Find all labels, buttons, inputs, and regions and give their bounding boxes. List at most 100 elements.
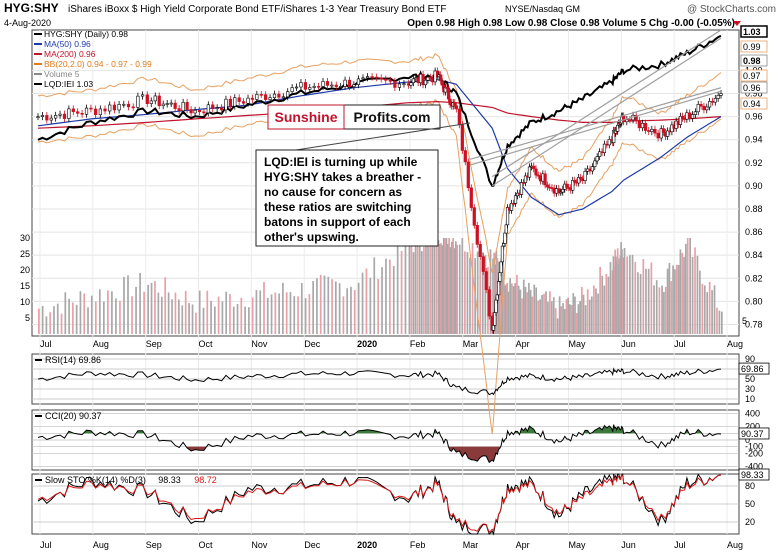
chart-watermark: @ StockCharts.com	[687, 4, 776, 15]
candle-body	[94, 108, 98, 116]
x-axis-main: Jul Aug Sep Oct Nov Dec 2020 Feb Mar Apr May Jun Jul…	[40, 339, 743, 349]
candle-body	[659, 128, 663, 139]
candle-body	[370, 76, 374, 78]
price-tick-label: 0.98	[745, 89, 763, 99]
volume-bar	[346, 288, 349, 334]
volume-bar	[507, 291, 510, 334]
volume-bar	[574, 296, 576, 334]
volume-bar	[711, 290, 713, 334]
price-tick-label: 0.82	[745, 273, 763, 283]
candle-body	[561, 188, 565, 193]
candle-body	[347, 79, 352, 87]
candle-body	[463, 150, 467, 163]
volume-bar	[689, 238, 691, 334]
volume-bar	[414, 238, 417, 334]
volume-bar	[103, 301, 105, 334]
value-tag-box	[740, 25, 768, 38]
volume-bar	[111, 291, 113, 334]
volume-bar	[666, 268, 669, 334]
volume-bar	[259, 290, 262, 334]
volume-bar	[49, 312, 52, 334]
indicator-tick-label: 50	[745, 499, 755, 509]
candle-body	[299, 82, 303, 88]
indicator-value-box	[738, 468, 770, 481]
candle-body	[89, 107, 93, 110]
volume-bar	[494, 264, 497, 334]
volume-bar	[191, 304, 194, 334]
volume-bar	[418, 245, 421, 334]
volume-bar	[701, 283, 704, 334]
candle-body	[219, 107, 224, 111]
trendline	[491, 29, 722, 178]
volume-bar	[615, 260, 618, 334]
volume-bar	[210, 300, 212, 334]
volume-bar	[595, 288, 597, 334]
indicator-tick-label: 0	[745, 435, 750, 445]
volume-bar	[453, 248, 456, 334]
volume-bar	[524, 286, 527, 334]
volume-bar	[41, 305, 44, 334]
volume-bar	[550, 301, 553, 334]
candle-body	[440, 80, 444, 86]
volume-bar	[365, 268, 368, 334]
candle-body	[536, 174, 540, 177]
candle-body	[145, 94, 149, 104]
volume-bar	[300, 282, 303, 334]
volume-bar	[590, 296, 593, 334]
volume-bar	[517, 285, 520, 334]
cci-group-line	[37, 424, 722, 464]
volume-bar	[107, 290, 109, 334]
volume-bar	[416, 238, 419, 334]
volume-bar	[505, 284, 508, 334]
candle-body	[598, 151, 602, 157]
volume-bar	[560, 306, 563, 334]
x-tick-label: Jul	[40, 540, 52, 550]
candle-body	[321, 81, 325, 87]
volume-bar	[567, 297, 570, 334]
indicator-tick-label: 80	[745, 481, 755, 491]
volume-bar	[664, 286, 667, 334]
candle-body	[527, 166, 532, 178]
volume-bar	[441, 245, 444, 334]
candle-body	[45, 115, 49, 121]
legend-entry: MA(50) 0.96	[44, 39, 91, 49]
volume-bar	[60, 313, 63, 334]
candle-body	[259, 94, 263, 96]
volume-bar	[563, 309, 566, 334]
x-tick-label: Oct	[199, 540, 214, 550]
candle-body	[334, 84, 338, 87]
volume-bar	[181, 305, 184, 334]
indicator-tick-label: 400	[745, 408, 760, 418]
x-tick-label: Apr	[516, 540, 530, 550]
candle-body	[713, 98, 717, 103]
trendline	[469, 87, 722, 160]
volume-bar	[519, 289, 522, 334]
volume-bar	[521, 298, 523, 334]
volume-bar	[338, 283, 341, 334]
volume-bar	[135, 286, 137, 334]
volume-bar	[679, 249, 682, 334]
volume-bar	[703, 285, 706, 334]
volume-bar	[160, 296, 163, 334]
value-tag-label: 0.96	[743, 83, 761, 93]
volume-bar	[471, 243, 474, 334]
candle-body	[375, 76, 379, 79]
volume-bar	[412, 252, 415, 334]
sto-d-value: 98.72	[194, 475, 217, 485]
volume-bar	[506, 283, 509, 334]
volume-bar	[442, 238, 445, 334]
indicator-tick-label: -100	[745, 442, 763, 452]
candle-body	[719, 93, 723, 96]
volume-bar	[331, 279, 333, 334]
candle-body	[197, 109, 202, 113]
volume-bar	[582, 294, 585, 334]
volume-bar	[431, 238, 434, 334]
x-tick-label: Jul	[674, 540, 686, 550]
candle-body	[202, 111, 206, 114]
volume-bar	[131, 296, 133, 334]
sto-d-line	[37, 473, 722, 534]
volume-bar	[603, 285, 606, 334]
candle-body	[513, 195, 518, 204]
